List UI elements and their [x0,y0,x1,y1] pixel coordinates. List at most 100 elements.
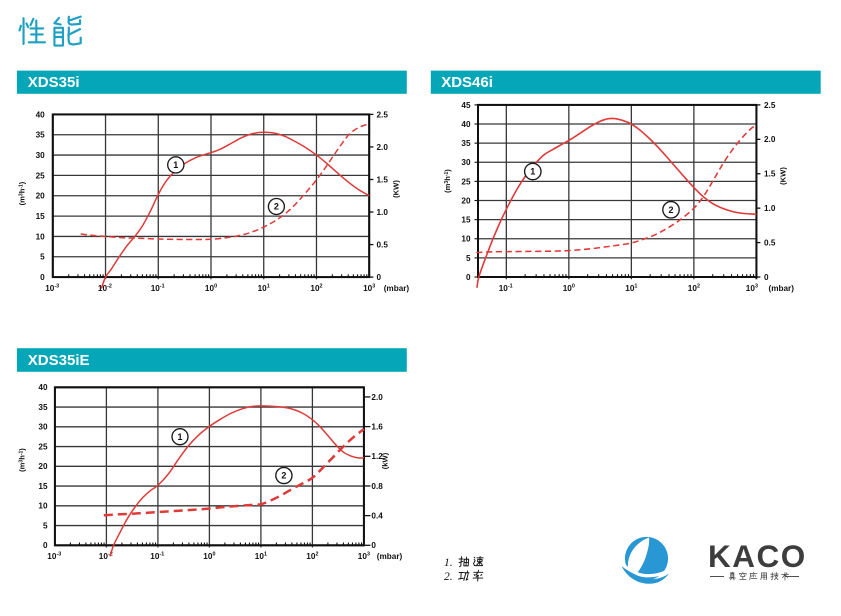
svg-text:2: 2 [274,202,279,212]
svg-text:1.0: 1.0 [377,208,389,217]
svg-text:0: 0 [40,273,45,282]
svg-text:5: 5 [40,253,45,262]
svg-text:10: 10 [45,284,55,293]
svg-text:0.8: 0.8 [371,482,383,491]
svg-text:-3: -3 [57,552,62,558]
svg-text:(mbar): (mbar) [769,284,795,293]
svg-text:10: 10 [563,284,573,293]
svg-text:3: 3 [372,284,375,290]
svg-text:0: 0 [214,284,217,290]
svg-text:15: 15 [36,212,46,221]
svg-text:0: 0 [572,284,575,290]
svg-text:2.0: 2.0 [377,143,389,152]
svg-text:15: 15 [38,482,48,491]
svg-text:-1: -1 [160,284,165,290]
svg-text:10: 10 [255,552,265,561]
svg-text:XDS35i: XDS35i [28,74,80,91]
svg-text:(KW): (KW) [392,180,401,198]
svg-text:-1: -1 [160,552,165,558]
svg-text:35: 35 [36,131,46,140]
svg-text:1: 1 [173,160,178,170]
svg-text:1: 1 [177,432,182,442]
svg-text:0.4: 0.4 [371,512,383,521]
svg-text:0: 0 [43,541,48,550]
svg-text:30: 30 [36,151,46,160]
svg-text:2.5: 2.5 [764,101,776,110]
svg-text:40: 40 [36,110,46,119]
svg-text:XDS46i: XDS46i [441,74,493,91]
svg-text:35: 35 [38,403,48,412]
svg-text:(m3h-1): (m3h-1) [18,448,27,472]
svg-text:2.5: 2.5 [377,110,389,119]
svg-text:10: 10 [36,232,46,241]
svg-text:0: 0 [466,273,471,282]
svg-text:2: 2 [697,284,700,290]
svg-text:1: 1 [267,284,270,290]
svg-text:25: 25 [461,177,471,186]
svg-text:10: 10 [258,284,268,293]
svg-text:2: 2 [668,205,673,215]
svg-text:0: 0 [377,273,382,282]
svg-text:10: 10 [746,284,756,293]
svg-text:(mbar): (mbar) [377,552,403,561]
svg-text:10: 10 [47,552,57,561]
svg-text:10: 10 [99,552,109,561]
svg-text:XDS35iE: XDS35iE [28,352,90,369]
svg-text:-2: -2 [107,284,112,290]
svg-text:15: 15 [461,216,471,225]
svg-text:10: 10 [625,284,635,293]
svg-text:2: 2 [281,471,286,481]
svg-text:2.0: 2.0 [371,393,383,402]
svg-text:1.: 1. [444,557,453,569]
svg-text:(KW): (KW) [779,167,788,185]
svg-text:10: 10 [363,284,373,293]
svg-text:1.0: 1.0 [764,204,776,213]
svg-text:0.5: 0.5 [377,240,389,249]
svg-text:3: 3 [367,552,370,558]
svg-text:(m3h-1): (m3h-1) [443,169,452,193]
svg-text:1: 1 [264,552,267,558]
svg-text:10: 10 [310,284,320,293]
svg-text:(m3h-1): (m3h-1) [18,181,27,205]
svg-text:10: 10 [688,284,698,293]
svg-text:40: 40 [38,383,48,392]
svg-text:10: 10 [499,284,509,293]
svg-text:2: 2 [320,284,323,290]
svg-text:20: 20 [36,192,46,201]
svg-text:3: 3 [755,284,758,290]
svg-text:KACO: KACO [708,538,807,574]
svg-text:35: 35 [461,139,471,148]
svg-text:10: 10 [151,284,161,293]
svg-text:5: 5 [466,254,471,263]
svg-text:45: 45 [461,101,471,110]
svg-text:-1: -1 [508,284,513,290]
svg-text:1.2: 1.2 [371,452,383,461]
svg-text:25: 25 [36,171,46,180]
svg-text:(kW): (kW) [381,452,390,469]
svg-text:0: 0 [213,552,216,558]
svg-text:1.6: 1.6 [371,423,383,432]
svg-text:10: 10 [98,284,108,293]
svg-text:10: 10 [358,552,368,561]
svg-text:5: 5 [43,521,48,530]
svg-text:2.: 2. [444,571,453,583]
svg-text:10: 10 [205,284,215,293]
svg-text:0.5: 0.5 [764,238,776,247]
svg-text:30: 30 [461,158,471,167]
svg-text:2: 2 [316,552,319,558]
svg-text:10: 10 [38,502,48,511]
svg-text:30: 30 [38,423,48,432]
svg-text:25: 25 [38,442,48,451]
svg-text:10: 10 [306,552,316,561]
svg-text:1: 1 [530,167,535,177]
svg-text:10: 10 [203,552,213,561]
svg-text:0: 0 [371,541,376,550]
svg-text:1.5: 1.5 [764,170,776,179]
svg-text:1: 1 [634,284,637,290]
svg-text:10: 10 [461,235,471,244]
svg-text:0: 0 [764,273,769,282]
svg-text:40: 40 [461,120,471,129]
svg-text:20: 20 [461,196,471,205]
svg-text:(mbar): (mbar) [384,284,410,293]
svg-text:20: 20 [38,462,48,471]
